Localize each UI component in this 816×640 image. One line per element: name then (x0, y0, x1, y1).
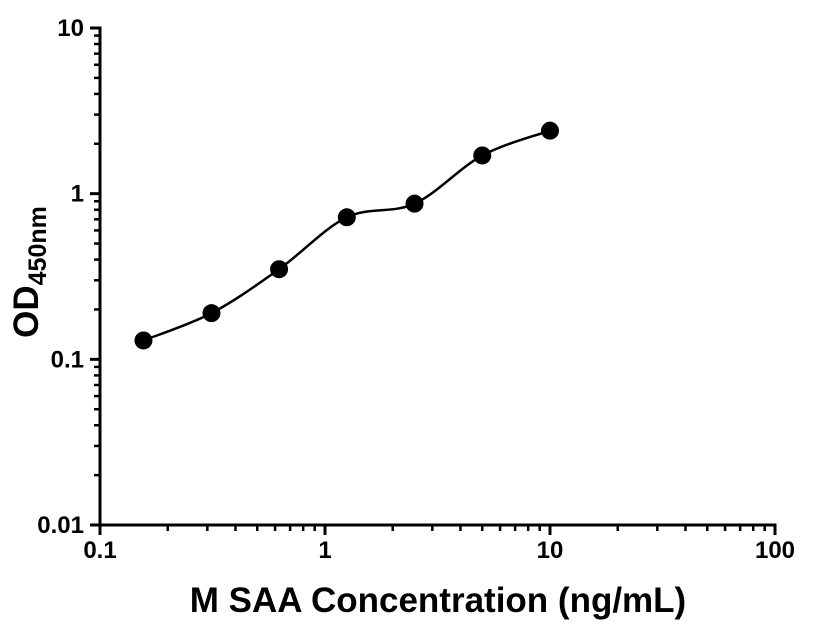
x-tick-label: 0.1 (83, 537, 116, 564)
data-point (337, 208, 356, 227)
data-point (134, 331, 153, 350)
data-point (270, 260, 289, 279)
y-axis-title-main: OD (7, 285, 46, 338)
data-point (473, 146, 492, 165)
y-tick-label: 0.01 (37, 512, 84, 539)
y-tick-label: 10 (57, 15, 84, 42)
y-axis-title: OD450nm (7, 206, 52, 338)
x-tick-label: 10 (537, 537, 564, 564)
x-axis-title: M SAA Concentration (ng/mL) (190, 581, 686, 620)
axes (98, 26, 777, 527)
data-point (202, 304, 221, 323)
y-axis-title-subscript: 450nm (24, 206, 52, 285)
data-point (405, 194, 424, 213)
data-point (541, 121, 559, 140)
x-tick-label: 1 (318, 537, 331, 564)
y-tick-label: 1 (71, 181, 84, 208)
x-tick-label: 100 (755, 537, 795, 564)
y-tick-label: 0.1 (51, 346, 84, 373)
